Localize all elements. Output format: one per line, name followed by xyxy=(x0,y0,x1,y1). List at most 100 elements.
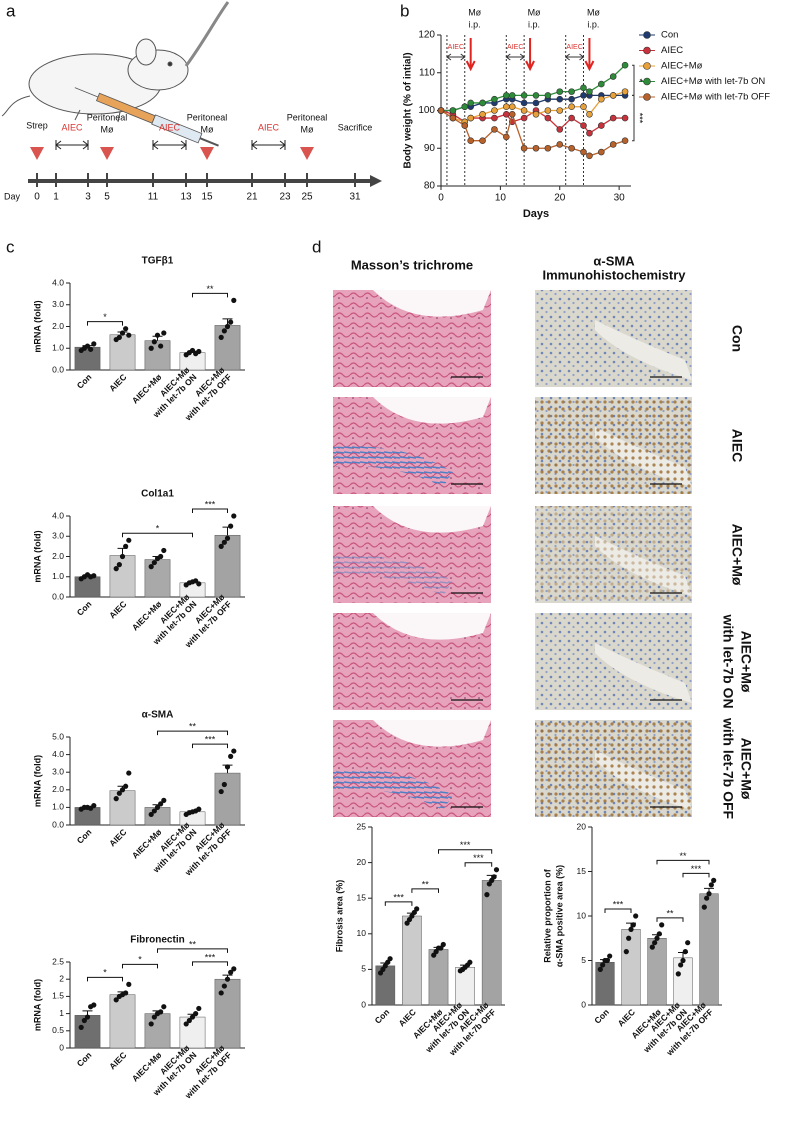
data-point xyxy=(221,328,227,334)
series-point xyxy=(580,103,587,111)
data-point xyxy=(126,981,132,987)
window-label: AIEC xyxy=(566,44,582,51)
data-point xyxy=(196,348,202,355)
data-point xyxy=(151,339,157,345)
series-point xyxy=(556,141,564,148)
data-point xyxy=(630,922,636,928)
y-tick-label: 5.0 xyxy=(52,731,64,741)
series-point xyxy=(520,92,528,99)
y-tick-label: 5 xyxy=(581,955,586,965)
data-point xyxy=(701,904,707,910)
data-point xyxy=(113,796,119,802)
series-point xyxy=(580,148,587,156)
data-point xyxy=(154,804,161,811)
y-tick-label: 10 xyxy=(357,928,367,938)
y-tick-label: 1.0 xyxy=(52,802,64,812)
significance-label: ** xyxy=(189,721,197,731)
data-point xyxy=(158,343,164,349)
data-point xyxy=(626,935,632,941)
y-tick-label: 5 xyxy=(361,964,366,974)
significance-label: ** xyxy=(679,851,687,861)
bar xyxy=(214,325,241,371)
data-point xyxy=(231,297,237,303)
y-tick-label: 2.0 xyxy=(52,321,64,331)
series-point xyxy=(508,110,516,118)
series-point xyxy=(568,103,575,111)
series-point xyxy=(532,110,540,118)
day-number: 21 xyxy=(246,192,258,203)
y-axis-label: α-SMA positive area (%) xyxy=(554,865,564,967)
significance-bracket xyxy=(682,872,710,878)
series-point xyxy=(580,84,587,92)
y-tick-label: 1.0 xyxy=(52,571,64,581)
injection-arrow xyxy=(525,38,535,72)
series-point xyxy=(461,122,469,129)
series-point xyxy=(598,95,605,103)
series-point xyxy=(520,114,528,122)
injection-label: Peritoneal xyxy=(287,112,328,122)
y-tick-label: 0 xyxy=(581,999,586,1009)
legend-marker xyxy=(643,31,651,39)
significance-bracket xyxy=(192,961,228,966)
bar xyxy=(214,534,241,598)
y-tick-label: 2.0 xyxy=(52,551,64,561)
data-point xyxy=(221,983,227,989)
group-label: AIEC+Mø xyxy=(738,631,754,693)
bar xyxy=(214,978,241,1049)
data-point xyxy=(126,332,132,338)
fibrosis xyxy=(333,555,453,596)
data-point xyxy=(84,1014,91,1020)
data-point xyxy=(224,976,231,982)
series-point xyxy=(609,141,617,148)
data-point xyxy=(113,566,119,572)
significance-label: *** xyxy=(393,892,404,902)
series-point xyxy=(544,92,552,99)
bar xyxy=(74,1015,101,1049)
significance-bracket xyxy=(122,963,158,969)
x-tick-label: Con xyxy=(75,372,94,391)
bar xyxy=(144,340,171,371)
chart-title: Col1a1 xyxy=(141,489,174,500)
data-point xyxy=(708,882,714,888)
significance-bracket xyxy=(632,64,635,96)
bar xyxy=(481,880,502,1006)
significance-label: *** xyxy=(205,499,216,509)
series-point xyxy=(461,103,469,111)
data-point xyxy=(84,343,91,349)
strep-label: Strep xyxy=(26,120,48,130)
data-point xyxy=(228,969,234,975)
x-tick-label: Con xyxy=(75,827,94,846)
injection-label: Mø xyxy=(587,7,600,17)
legend-marker xyxy=(643,62,651,70)
significance-bracket xyxy=(87,321,123,326)
series-point xyxy=(609,114,617,122)
x-axis-label: Days xyxy=(523,208,549,220)
legend-label: Con xyxy=(661,30,678,41)
data-point xyxy=(218,334,224,340)
legend-label: AIEC xyxy=(661,45,683,56)
data-point xyxy=(88,346,94,352)
y-tick-label: 0.5 xyxy=(52,1025,64,1035)
data-point xyxy=(440,941,446,948)
significance-label: * xyxy=(138,955,142,965)
micrograph xyxy=(333,290,491,387)
stain-overlay xyxy=(535,506,692,603)
bar xyxy=(621,929,641,1006)
bar xyxy=(428,949,449,1006)
bar xyxy=(455,967,475,1006)
series-point xyxy=(520,107,528,114)
data-point xyxy=(123,543,129,549)
fibrosis xyxy=(333,446,453,487)
data-point xyxy=(221,539,227,545)
data-point xyxy=(678,962,684,968)
window-label: AIEC xyxy=(448,44,464,51)
injection-label: Mø xyxy=(301,124,314,134)
day-label: Day xyxy=(4,191,21,201)
window-arrow xyxy=(446,53,466,61)
data-point xyxy=(91,341,97,347)
legend-label: AIEC+Mø with let-7b ON xyxy=(661,76,765,87)
x-tick-label: 20 xyxy=(554,193,566,204)
data-point xyxy=(649,944,655,950)
day-number: 11 xyxy=(148,192,159,203)
